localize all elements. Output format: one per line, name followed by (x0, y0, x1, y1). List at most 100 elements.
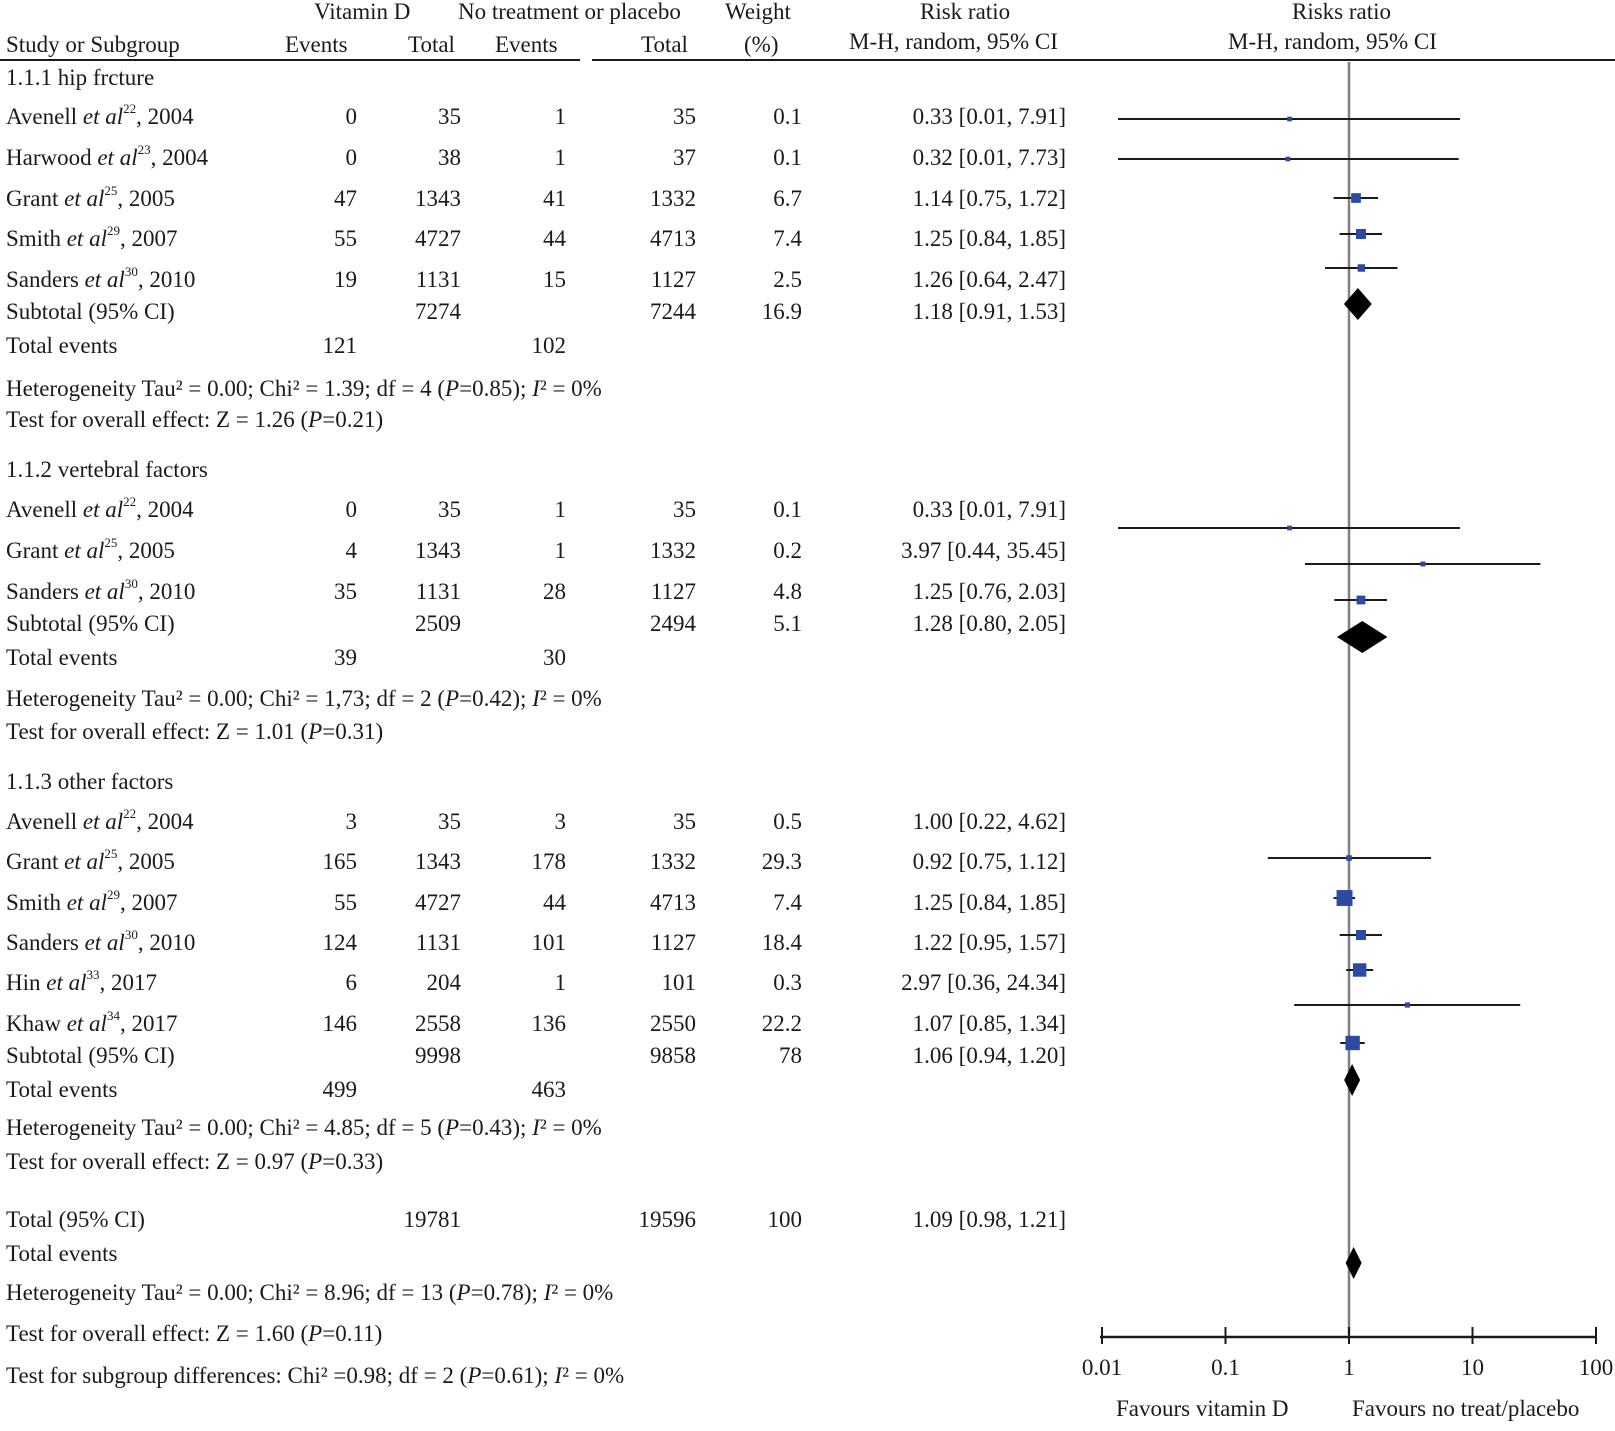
subtotal-weight: 5.1 (773, 611, 802, 636)
overall-effect-line-p: P (308, 407, 323, 432)
study-total-vitd: 1131 (415, 579, 461, 604)
study-events-control: 1 (554, 970, 567, 995)
study-et-al: et al (84, 930, 125, 955)
study-marker (1287, 116, 1292, 122)
total-heterogeneity-line-p-rest: =0.78); (470, 1280, 544, 1305)
study-label: Smith et al29, 2007 (6, 224, 178, 253)
study-weight: 0.1 (773, 497, 802, 522)
study-weight: 7.4 (773, 890, 802, 915)
study-total-control: 2550 (650, 1011, 696, 1036)
header-events-control: Events (495, 32, 558, 57)
study-events-control: 44 (543, 226, 566, 251)
pooled-diamond (1344, 1064, 1361, 1096)
study-label: Hin et al33, 2017 (6, 968, 158, 997)
overall-effect-line: Test for overall effect: Z = 0.97 (P=0.3… (6, 1148, 383, 1176)
study-author: Grant (6, 186, 59, 211)
study-year: , 2010 (137, 579, 196, 604)
overall-effect-line: Test for overall effect: Z = 1.26 (P=0.2… (6, 406, 383, 434)
study-year: , 2005 (117, 849, 175, 874)
study-total-control: 101 (661, 970, 697, 995)
study-weight: 29.3 (761, 849, 802, 874)
study-author: Avenell (6, 497, 78, 522)
pooled-diamond (1345, 1247, 1362, 1279)
header-plot-method: M-H, random, 95% CI (1228, 29, 1437, 54)
study-risk-ratio-ci: 1.25 [0.76, 2.03] (912, 579, 1066, 604)
study-events-control: 41 (543, 186, 566, 211)
overall-effect-line-p: P (308, 1149, 323, 1174)
total-events-label: Total events (6, 333, 118, 358)
study-year: , 2005 (117, 538, 175, 563)
header-risk-ratio: Risk ratio (920, 0, 1011, 24)
study-total-control: 35 (673, 497, 696, 522)
total-weight: 100 (767, 1207, 803, 1232)
subtotal-label: Subtotal (95% CI) (6, 611, 175, 636)
study-risk-ratio-ci: 1.07 [0.85, 1.34] (912, 1011, 1066, 1036)
total-label: Total (95% CI) (6, 1207, 145, 1232)
heterogeneity-line-i: I (532, 376, 540, 401)
study-total-vitd: 35 (438, 809, 461, 834)
header-rr-method: M-H, random, 95% CI (849, 29, 1058, 54)
subtotal-total-control: 9858 (650, 1043, 696, 1068)
overall-effect-line: Test for overall effect: Z = 1.01 (P=0.3… (6, 718, 383, 746)
study-year: , 2007 (119, 890, 178, 915)
study-marker (1355, 229, 1366, 239)
total-overall-effect-line: Test for overall effect: Z = 1.60 (P=0.1… (6, 1320, 382, 1348)
header-events-vitd: Events (285, 32, 348, 57)
study-year: , 2007 (119, 226, 178, 251)
favours-right-label: Favours no treat/placebo (1352, 1396, 1579, 1421)
study-risk-ratio-ci: 2.97 [0.36, 24.34] (901, 970, 1066, 995)
study-label: Sanders et al30, 2010 (6, 265, 195, 294)
study-events-vitd: 3 (345, 809, 358, 834)
study-risk-ratio-ci: 1.25 [0.84, 1.85] (912, 890, 1066, 915)
study-events-vitd: 146 (322, 1011, 358, 1036)
study-total-vitd: 1343 (415, 538, 461, 563)
total-events-vitd: 499 (322, 1077, 358, 1102)
total-events-label: Total events (6, 645, 118, 670)
study-events-vitd: 6 (345, 970, 358, 995)
study-year: , 2017 (99, 970, 158, 995)
study-risk-ratio-ci: 1.14 [0.75, 1.72] (912, 186, 1066, 211)
subgroup-differences-line-p: P (467, 1363, 482, 1388)
study-events-vitd: 165 (322, 849, 358, 874)
study-total-control: 4713 (650, 890, 696, 915)
heterogeneity-line-i-rest: ² = 0% (539, 376, 602, 401)
study-total-control: 1127 (650, 930, 696, 955)
study-total-vitd: 2558 (415, 1011, 461, 1036)
total-events-control: 463 (531, 1077, 567, 1102)
study-reference: 23 (137, 142, 151, 158)
study-weight: 0.1 (773, 104, 802, 129)
study-total-vitd: 35 (438, 497, 461, 522)
header-study-or-subgroup: Study or Subgroup (6, 32, 180, 57)
heterogeneity-line: Heterogeneity Tau² = 0.00; Chi² = 1.39; … (6, 375, 602, 403)
total-events-label: Total events (6, 1077, 118, 1102)
subtotal-label: Subtotal (95% CI) (6, 1043, 175, 1068)
study-events-vitd: 47 (334, 186, 357, 211)
study-total-control: 1127 (650, 579, 696, 604)
study-marker (1355, 930, 1366, 940)
study-events-control: 15 (543, 267, 566, 292)
study-marker (1336, 890, 1353, 906)
subtotal-risk-ratio-ci: 1.18 [0.91, 1.53] (912, 299, 1066, 324)
study-risk-ratio-ci: 0.33 [0.01, 7.91] (912, 497, 1066, 522)
study-events-vitd: 0 (345, 497, 358, 522)
study-marker (1345, 1035, 1360, 1051)
study-author: Smith (6, 226, 61, 251)
study-et-al: et al (82, 809, 124, 834)
subtotal-weight: 78 (779, 1043, 802, 1068)
header-total-vitd: Total (408, 32, 455, 57)
study-total-vitd: 204 (426, 970, 462, 995)
study-label: Grant et al25, 2005 (6, 184, 175, 213)
study-et-al: et al (84, 267, 125, 292)
study-total-control: 37 (673, 145, 696, 170)
study-label: Avenell et al22, 2004 (6, 495, 194, 524)
study-weight: 0.2 (773, 538, 802, 563)
study-events-vitd: 55 (334, 890, 357, 915)
heterogeneity-line-text: Heterogeneity Tau² = 0.00; Chi² = 1,73; … (6, 686, 446, 711)
study-et-al: et al (64, 849, 105, 874)
study-events-control: 101 (531, 930, 567, 955)
study-label: Sanders et al30, 2010 (6, 576, 196, 606)
study-total-control: 1332 (650, 538, 696, 563)
x-axis-tick-label: 1 (1343, 1355, 1355, 1380)
study-reference: 30 (124, 576, 138, 592)
